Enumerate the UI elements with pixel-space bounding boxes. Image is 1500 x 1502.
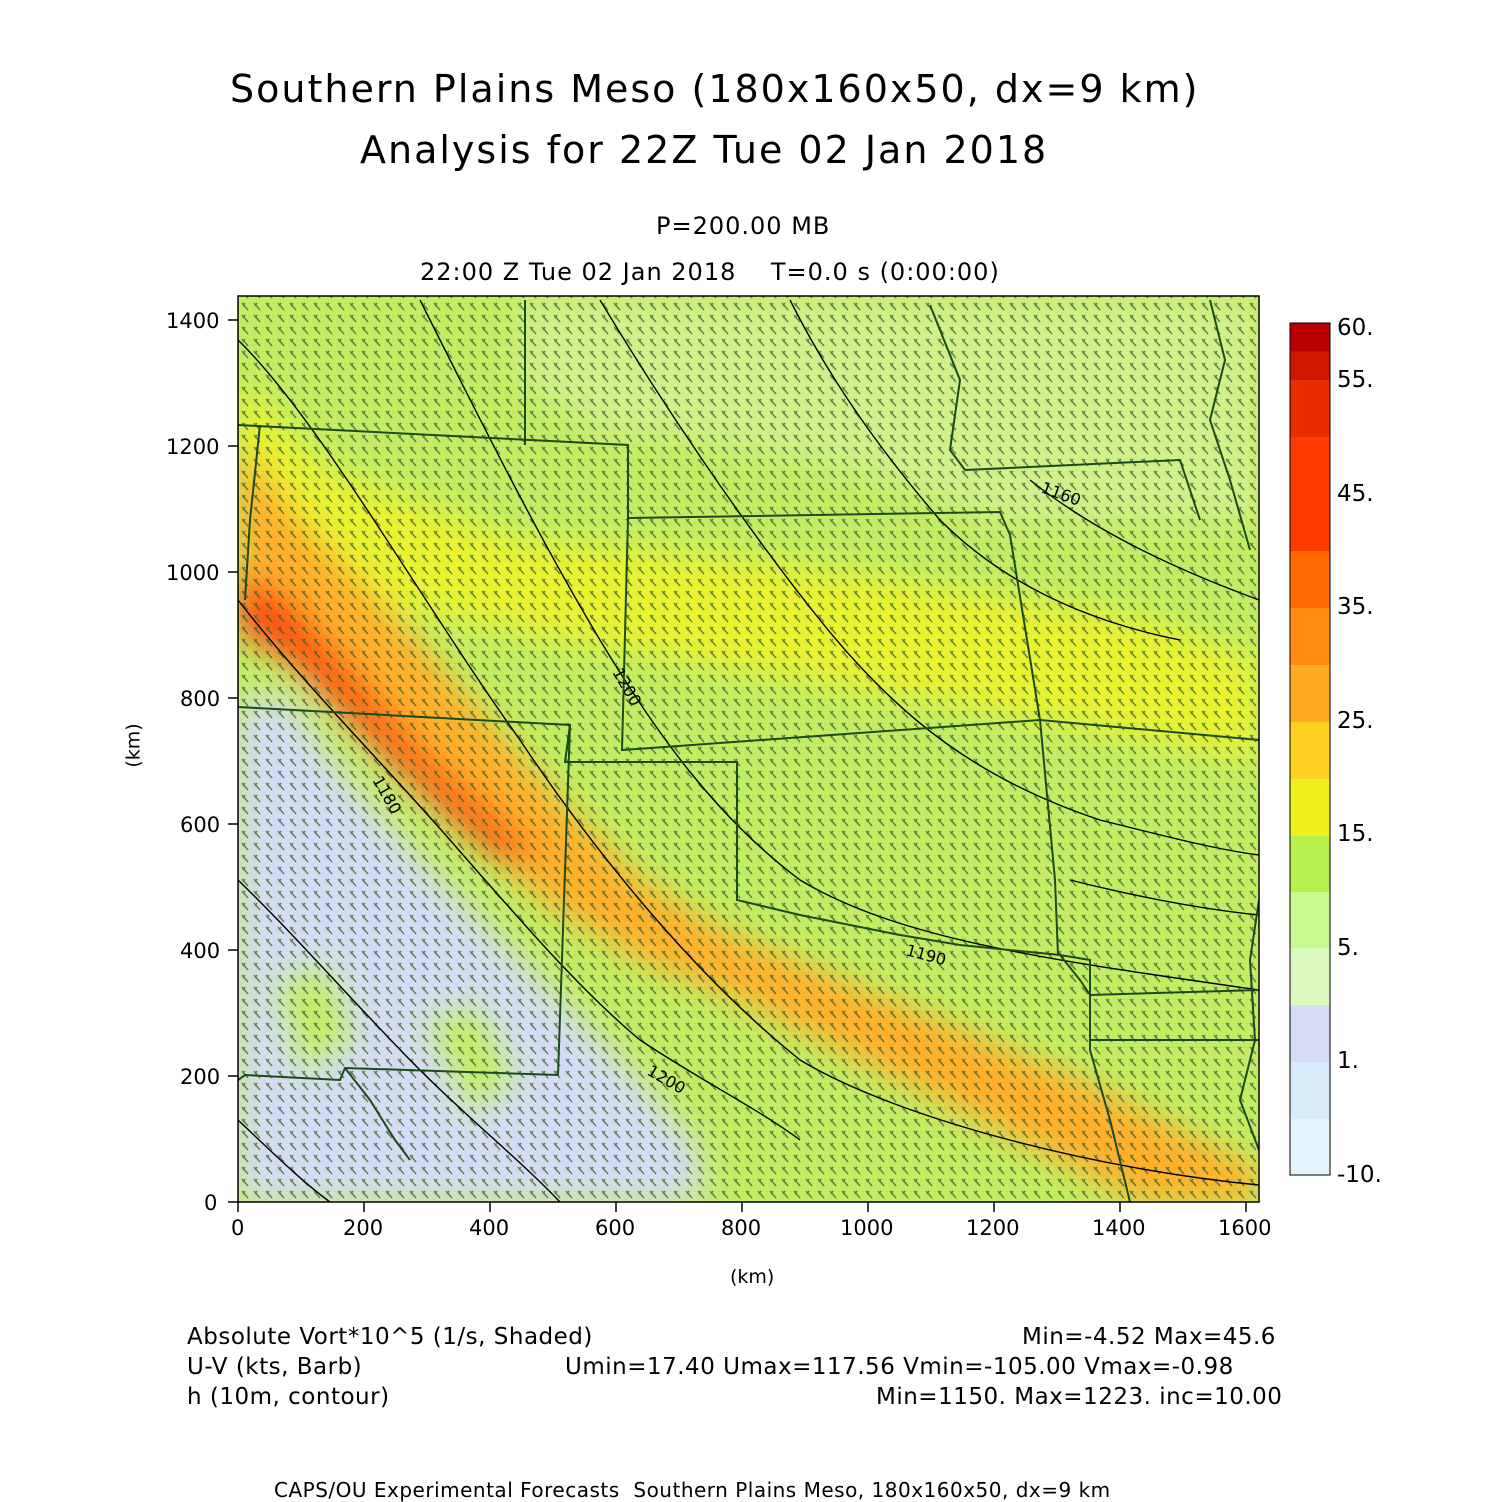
x-tick-label: 200 <box>343 1216 384 1240</box>
x-tick-label: 1600 <box>1218 1216 1272 1240</box>
legend-barb-field: U-V (kts, Barb) <box>187 1354 363 1380</box>
axis-ticks <box>228 319 1247 1212</box>
y-tick-label: 1200 <box>166 435 220 459</box>
plot-frame <box>237 295 1260 1203</box>
title-line-1: Southern Plains Meso (180x160x50, dx=9 k… <box>230 67 1200 111</box>
colorbar-label: -10. <box>1337 1162 1382 1188</box>
x-tick-label: 1200 <box>966 1216 1020 1240</box>
y-tick-label: 1400 <box>166 309 220 333</box>
valid-time: 22:00 Z Tue 02 Jan 2018 T=0.0 s (0:00:00… <box>420 258 1000 286</box>
state-borders <box>238 299 1259 1202</box>
colorbar-label: 1. <box>1337 1048 1359 1074</box>
colorbar-label: 15. <box>1337 821 1374 847</box>
colorbar-label: 55. <box>1337 367 1374 393</box>
y-tick-label: 1000 <box>166 561 220 585</box>
x-tick-label: 400 <box>469 1216 510 1240</box>
pressure-level: P=200.00 MB <box>656 212 831 240</box>
colorbar-label: 60. <box>1337 315 1374 341</box>
x-tick-label: 0 <box>231 1216 245 1240</box>
y-tick-label: 200 <box>180 1065 221 1089</box>
colorbar <box>1289 322 1331 1176</box>
colorbar-label: 25. <box>1337 708 1374 734</box>
y-axis-title: (km) <box>122 723 145 768</box>
x-tick-label: 600 <box>595 1216 636 1240</box>
colorbar-label: 5. <box>1337 935 1359 961</box>
x-tick-label: 800 <box>721 1216 762 1240</box>
colorbar-label: 45. <box>1337 481 1374 507</box>
legend-barb-stats: Umin=17.40 Umax=117.56 Vmin=-105.00 Vmax… <box>565 1354 1234 1380</box>
legend-contour-field: h (10m, contour) <box>187 1384 390 1410</box>
title-line-2: Analysis for 22Z Tue 02 Jan 2018 <box>360 128 1049 172</box>
x-tick-label: 1000 <box>840 1216 894 1240</box>
y-tick-label: 0 <box>204 1191 218 1215</box>
vorticity-field: 1160 1200 1180 1190 1200 <box>238 296 1259 1202</box>
legend-shaded-field: Absolute Vort*10^5 (1/s, Shaded) <box>187 1324 593 1350</box>
x-axis-title: (km) <box>730 1266 775 1288</box>
y-tick-label: 400 <box>180 939 221 963</box>
legend-shaded-stats: Min=-4.52 Max=45.6 <box>1022 1324 1276 1350</box>
colorbar-label: 35. <box>1337 594 1374 620</box>
footer-credit: CAPS/OU Experimental Forecasts Southern … <box>274 1478 1111 1502</box>
x-tick-label: 1400 <box>1092 1216 1146 1240</box>
y-tick-label: 800 <box>180 687 221 711</box>
y-tick-label: 600 <box>180 813 221 837</box>
legend-contour-stats: Min=1150. Max=1223. inc=10.00 <box>876 1384 1283 1410</box>
